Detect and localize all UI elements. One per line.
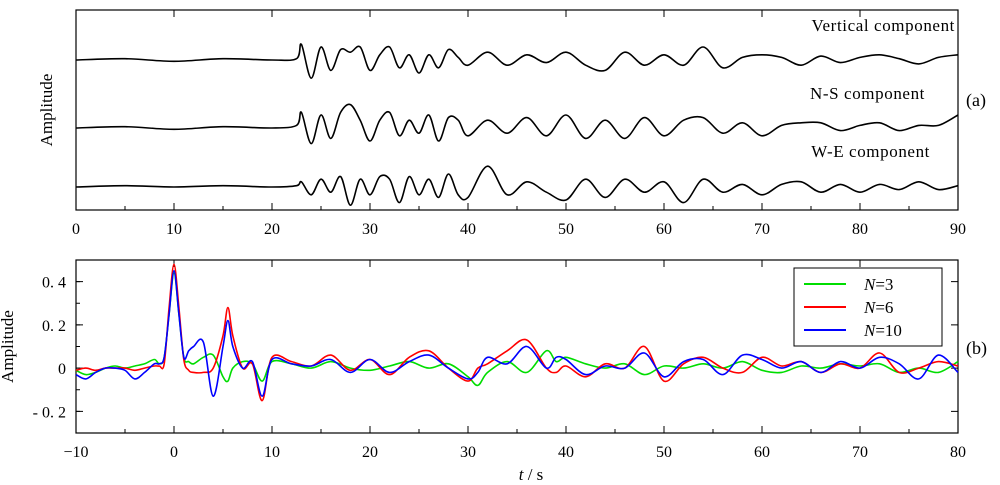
trace-label-ns: N-S component bbox=[810, 84, 925, 103]
panel-a-ylabel: Amplitude bbox=[37, 74, 56, 147]
panel-b-xtick-label: 10 bbox=[264, 444, 280, 461]
panel-b-legend: N=3 N=6 N=10 bbox=[793, 267, 943, 347]
series-line-n10 bbox=[75, 270, 959, 398]
panel-b-xtick-label: 80 bbox=[950, 444, 966, 461]
panel-b-ytick-label: - 0. 2 bbox=[33, 404, 66, 421]
panel-b-ticks: −10 0 10 20 30 40 50 60 70 80 - 0. 2 0 0. 2 0. 4 bbox=[33, 259, 966, 461]
panel-a-xtick-label: 60 bbox=[656, 221, 672, 238]
panel-b-xtick-label: 70 bbox=[852, 444, 868, 461]
panel-a-frame bbox=[75, 9, 959, 211]
panel-b-ytick-label: 0. 4 bbox=[42, 275, 66, 292]
panel-a-xtick-label: 0 bbox=[72, 221, 80, 238]
panel-a-xtick-label: 20 bbox=[264, 221, 280, 238]
panel-b-ylabel: Amplitude bbox=[0, 310, 17, 383]
legend-label: N=6 bbox=[863, 298, 893, 317]
trace-vertical bbox=[75, 43, 959, 80]
panel-a-xtick-label: 70 bbox=[754, 221, 770, 238]
panel-a-xtick-label: 80 bbox=[852, 221, 868, 238]
panel-a-xtick-label: 30 bbox=[362, 221, 378, 238]
panel-b-label: (b) bbox=[966, 338, 987, 359]
trace-ns bbox=[75, 103, 959, 145]
panel-b-xtick-label: 30 bbox=[460, 444, 476, 461]
panel-b-xtick-label: 20 bbox=[362, 444, 378, 461]
panel-b-lines bbox=[75, 263, 959, 402]
panel-a-traces bbox=[75, 43, 959, 207]
panel-a-xtick-label: 10 bbox=[166, 221, 182, 238]
panel-a-xtick-label: 40 bbox=[460, 221, 476, 238]
trace-we bbox=[75, 165, 959, 207]
panel-b-xtick-label: 0 bbox=[170, 444, 178, 461]
panel-a-trace-labels: Vertical component N-S component W-E compo… bbox=[810, 16, 955, 161]
panel-b-xtick-label: 60 bbox=[754, 444, 770, 461]
panel-a-xtick-label: 50 bbox=[558, 221, 574, 238]
trace-label-we: W-E component bbox=[811, 142, 930, 161]
panel-b-ytick-label: 0 bbox=[58, 361, 66, 378]
panel-b-xtick-label: 50 bbox=[656, 444, 672, 461]
panel-b: −10 0 10 20 30 40 50 60 70 80- 0. 200. 20. 4 N=3N… bbox=[0, 259, 987, 484]
panel-a-ticks: 0 10 20 30 40 50 60 70 80 90 bbox=[72, 10, 966, 238]
panel-b-ytick-label: 0. 2 bbox=[42, 318, 66, 335]
panel-b-xtick-label: 40 bbox=[558, 444, 574, 461]
panel-a: 0 10 20 30 40 50 60 70 80 90 Vertical component N-… bbox=[37, 9, 986, 238]
panel-a-xtick-label: 90 bbox=[950, 221, 966, 238]
panel-b-xtick-label: −10 bbox=[63, 444, 88, 461]
panel-b-xlabel: t / s bbox=[519, 465, 544, 484]
legend-label: N=3 bbox=[863, 275, 893, 294]
panel-a-label: (a) bbox=[966, 90, 986, 111]
trace-label-vertical: Vertical component bbox=[812, 16, 955, 35]
legend-label: N=10 bbox=[863, 321, 902, 340]
